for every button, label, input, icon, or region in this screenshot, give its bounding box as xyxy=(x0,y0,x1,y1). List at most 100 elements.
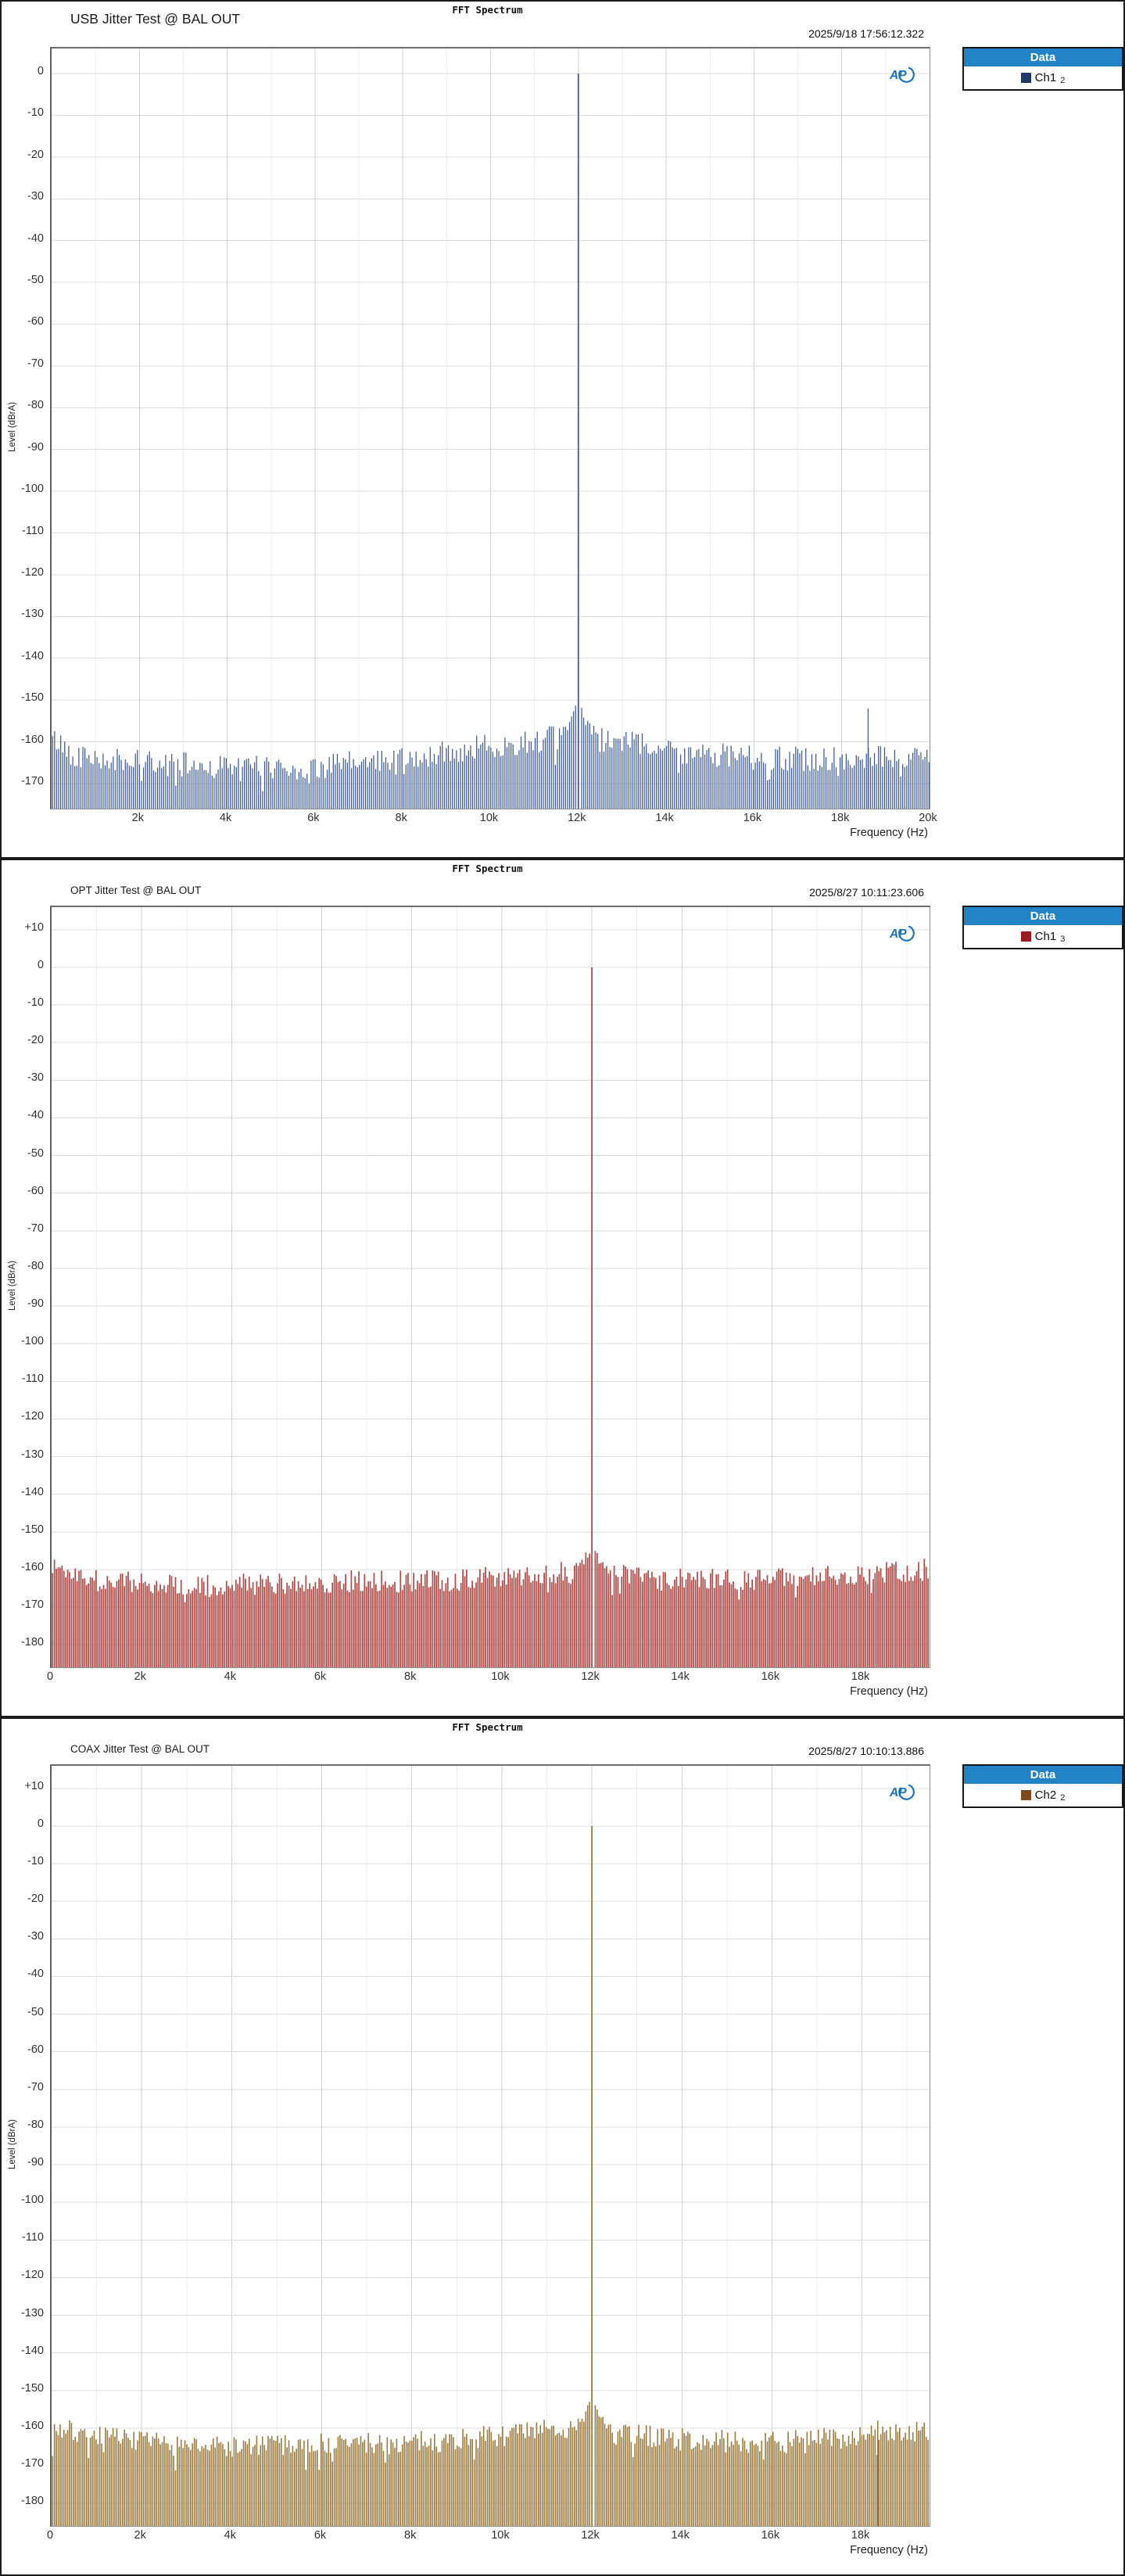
y-tick-label: -60 xyxy=(27,1184,44,1197)
legend-channel-label: Ch1 xyxy=(1034,930,1057,943)
ap-logo-icon: AP xyxy=(887,923,917,948)
svg-text:AP: AP xyxy=(889,69,907,82)
spectrum-svg xyxy=(52,48,930,809)
y-tick-label: -70 xyxy=(27,1222,44,1235)
y-tick-label: -10 xyxy=(27,996,44,1010)
timestamp: 2025/9/18 17:56:12.322 xyxy=(808,27,924,40)
y-tick-label: -110 xyxy=(22,524,44,537)
x-axis-label: Frequency (Hz) xyxy=(850,827,928,839)
ap-logo-icon: AP xyxy=(887,64,917,89)
y-tick-label: -120 xyxy=(20,565,44,579)
y-tick-label: -80 xyxy=(27,2118,44,2131)
legend-entry: Ch2 2 xyxy=(964,1784,1122,1806)
y-tick-label: 0 xyxy=(37,958,44,971)
window-title: FFT Spectrum xyxy=(452,863,523,874)
fft-panel-usb: FFT Spectrum USB Jitter Test @ BAL OUT 2… xyxy=(0,0,1125,859)
y-tick-label: -170 xyxy=(20,2457,44,2470)
x-tick-label: 12k xyxy=(581,2529,600,2542)
y-tick-label: -40 xyxy=(27,1109,44,1122)
y-tick-label: -40 xyxy=(27,1968,44,1981)
x-tick-label: 0 xyxy=(46,1670,54,1683)
timestamp: 2025/8/27 10:11:23.606 xyxy=(809,886,924,899)
y-tick-label: -120 xyxy=(20,1410,44,1423)
x-tick-label: 4k xyxy=(224,1670,236,1683)
x-tick-label: 18k xyxy=(851,2529,870,2542)
x-tick-label: 12k xyxy=(581,1670,600,1683)
y-tick-label: -160 xyxy=(20,2419,44,2432)
y-tick-label: -90 xyxy=(27,1297,44,1311)
ap-logo-icon: AP xyxy=(887,1781,917,1806)
x-tick-label: 4k xyxy=(219,812,232,824)
fft-panel-opt: FFT Spectrum OPT Jitter Test @ BAL OUT 2… xyxy=(0,859,1125,1717)
spectrum-svg xyxy=(52,907,930,1667)
plot-area: AP xyxy=(50,906,930,1668)
y-tick-label: -170 xyxy=(20,1598,44,1611)
y-tick-label: -140 xyxy=(20,649,44,662)
legend-header: Data xyxy=(964,907,1122,925)
fft-panel-coax: FFT Spectrum COAX Jitter Test @ BAL OUT … xyxy=(0,1717,1125,2576)
y-tick-label: 0 xyxy=(37,65,44,78)
y-tick-label: -70 xyxy=(27,2080,44,2093)
y-tick-label: -40 xyxy=(27,231,44,245)
x-tick-label: 20k xyxy=(919,812,937,824)
x-tick-label: 14k xyxy=(655,812,674,824)
y-tick-label: -30 xyxy=(27,1930,44,1943)
x-tick-label: 8k xyxy=(404,2529,417,2542)
plot-area: AP xyxy=(50,1764,930,2527)
y-tick-label: -80 xyxy=(27,1259,44,1272)
x-tick-label: 14k xyxy=(671,2529,690,2542)
legend-box: Data Ch1 3 xyxy=(962,906,1123,949)
chart-title: USB Jitter Test @ BAL OUT xyxy=(70,11,241,27)
legend-header: Data xyxy=(964,48,1122,66)
y-tick-label: -100 xyxy=(20,2194,44,2207)
x-tick-label: 4k xyxy=(224,2529,236,2542)
y-tick-label: -130 xyxy=(20,2306,44,2319)
legend-channel-label: Ch2 xyxy=(1034,1788,1057,1802)
svg-text:AP: AP xyxy=(889,927,907,941)
x-tick-label: 6k xyxy=(307,812,320,824)
legend-entry: Ch1 2 xyxy=(964,66,1122,89)
y-tick-label: -50 xyxy=(27,1146,44,1160)
legend-entry: Ch1 3 xyxy=(964,925,1122,948)
y-tick-label: 0 xyxy=(37,1817,44,1830)
x-axis-label: Frequency (Hz) xyxy=(850,1685,928,1698)
x-tick-label: 12k xyxy=(568,812,586,824)
y-tick-label: -130 xyxy=(20,1448,44,1461)
y-tick-label: -10 xyxy=(27,106,44,120)
legend-header: Data xyxy=(964,1766,1122,1784)
y-tick-label: -150 xyxy=(20,2381,44,2395)
x-tick-label: 18k xyxy=(851,1670,870,1683)
y-tick-label: -150 xyxy=(20,1523,44,1536)
y-tick-label: -140 xyxy=(20,2344,44,2357)
plot-area: AP xyxy=(50,47,930,809)
y-tick-label: -50 xyxy=(27,2005,44,2018)
y-tick-label: +10 xyxy=(24,1779,44,1792)
y-tick-label: -120 xyxy=(20,2269,44,2282)
legend-channel-label: Ch1 xyxy=(1034,71,1057,84)
spectrum-svg xyxy=(52,1766,930,2526)
y-tick-label: -150 xyxy=(20,691,44,705)
x-tick-label: 2k xyxy=(134,1670,146,1683)
x-tick-label: 18k xyxy=(830,812,850,824)
trace-swatch xyxy=(1020,73,1031,83)
y-tick-label: +10 xyxy=(24,920,44,934)
y-tick-label: -30 xyxy=(27,1071,44,1085)
timestamp: 2025/8/27 10:10:13.886 xyxy=(808,1745,924,1757)
y-tick-label: -100 xyxy=(20,1335,44,1348)
x-tick-label: 8k xyxy=(395,812,407,824)
y-tick-label: -140 xyxy=(20,1485,44,1498)
y-tick-label: -180 xyxy=(20,1636,44,1649)
x-tick-label: 6k xyxy=(313,1670,327,1683)
y-tick-label: -30 xyxy=(27,190,44,203)
x-tick-label: 0 xyxy=(46,2529,54,2542)
y-tick-label: -10 xyxy=(27,1855,44,1868)
y-tick-label: -70 xyxy=(27,357,44,370)
y-tick-label: -20 xyxy=(27,148,44,161)
legend-box: Data Ch1 2 xyxy=(962,47,1123,91)
legend-trace-number: 2 xyxy=(1060,1792,1066,1803)
y-tick-label: -180 xyxy=(20,2495,44,2508)
x-tick-label: 2k xyxy=(134,2529,146,2542)
x-tick-label: 6k xyxy=(313,2529,327,2542)
y-tick-label: -110 xyxy=(22,1372,44,1386)
x-tick-label: 14k xyxy=(671,1670,690,1683)
